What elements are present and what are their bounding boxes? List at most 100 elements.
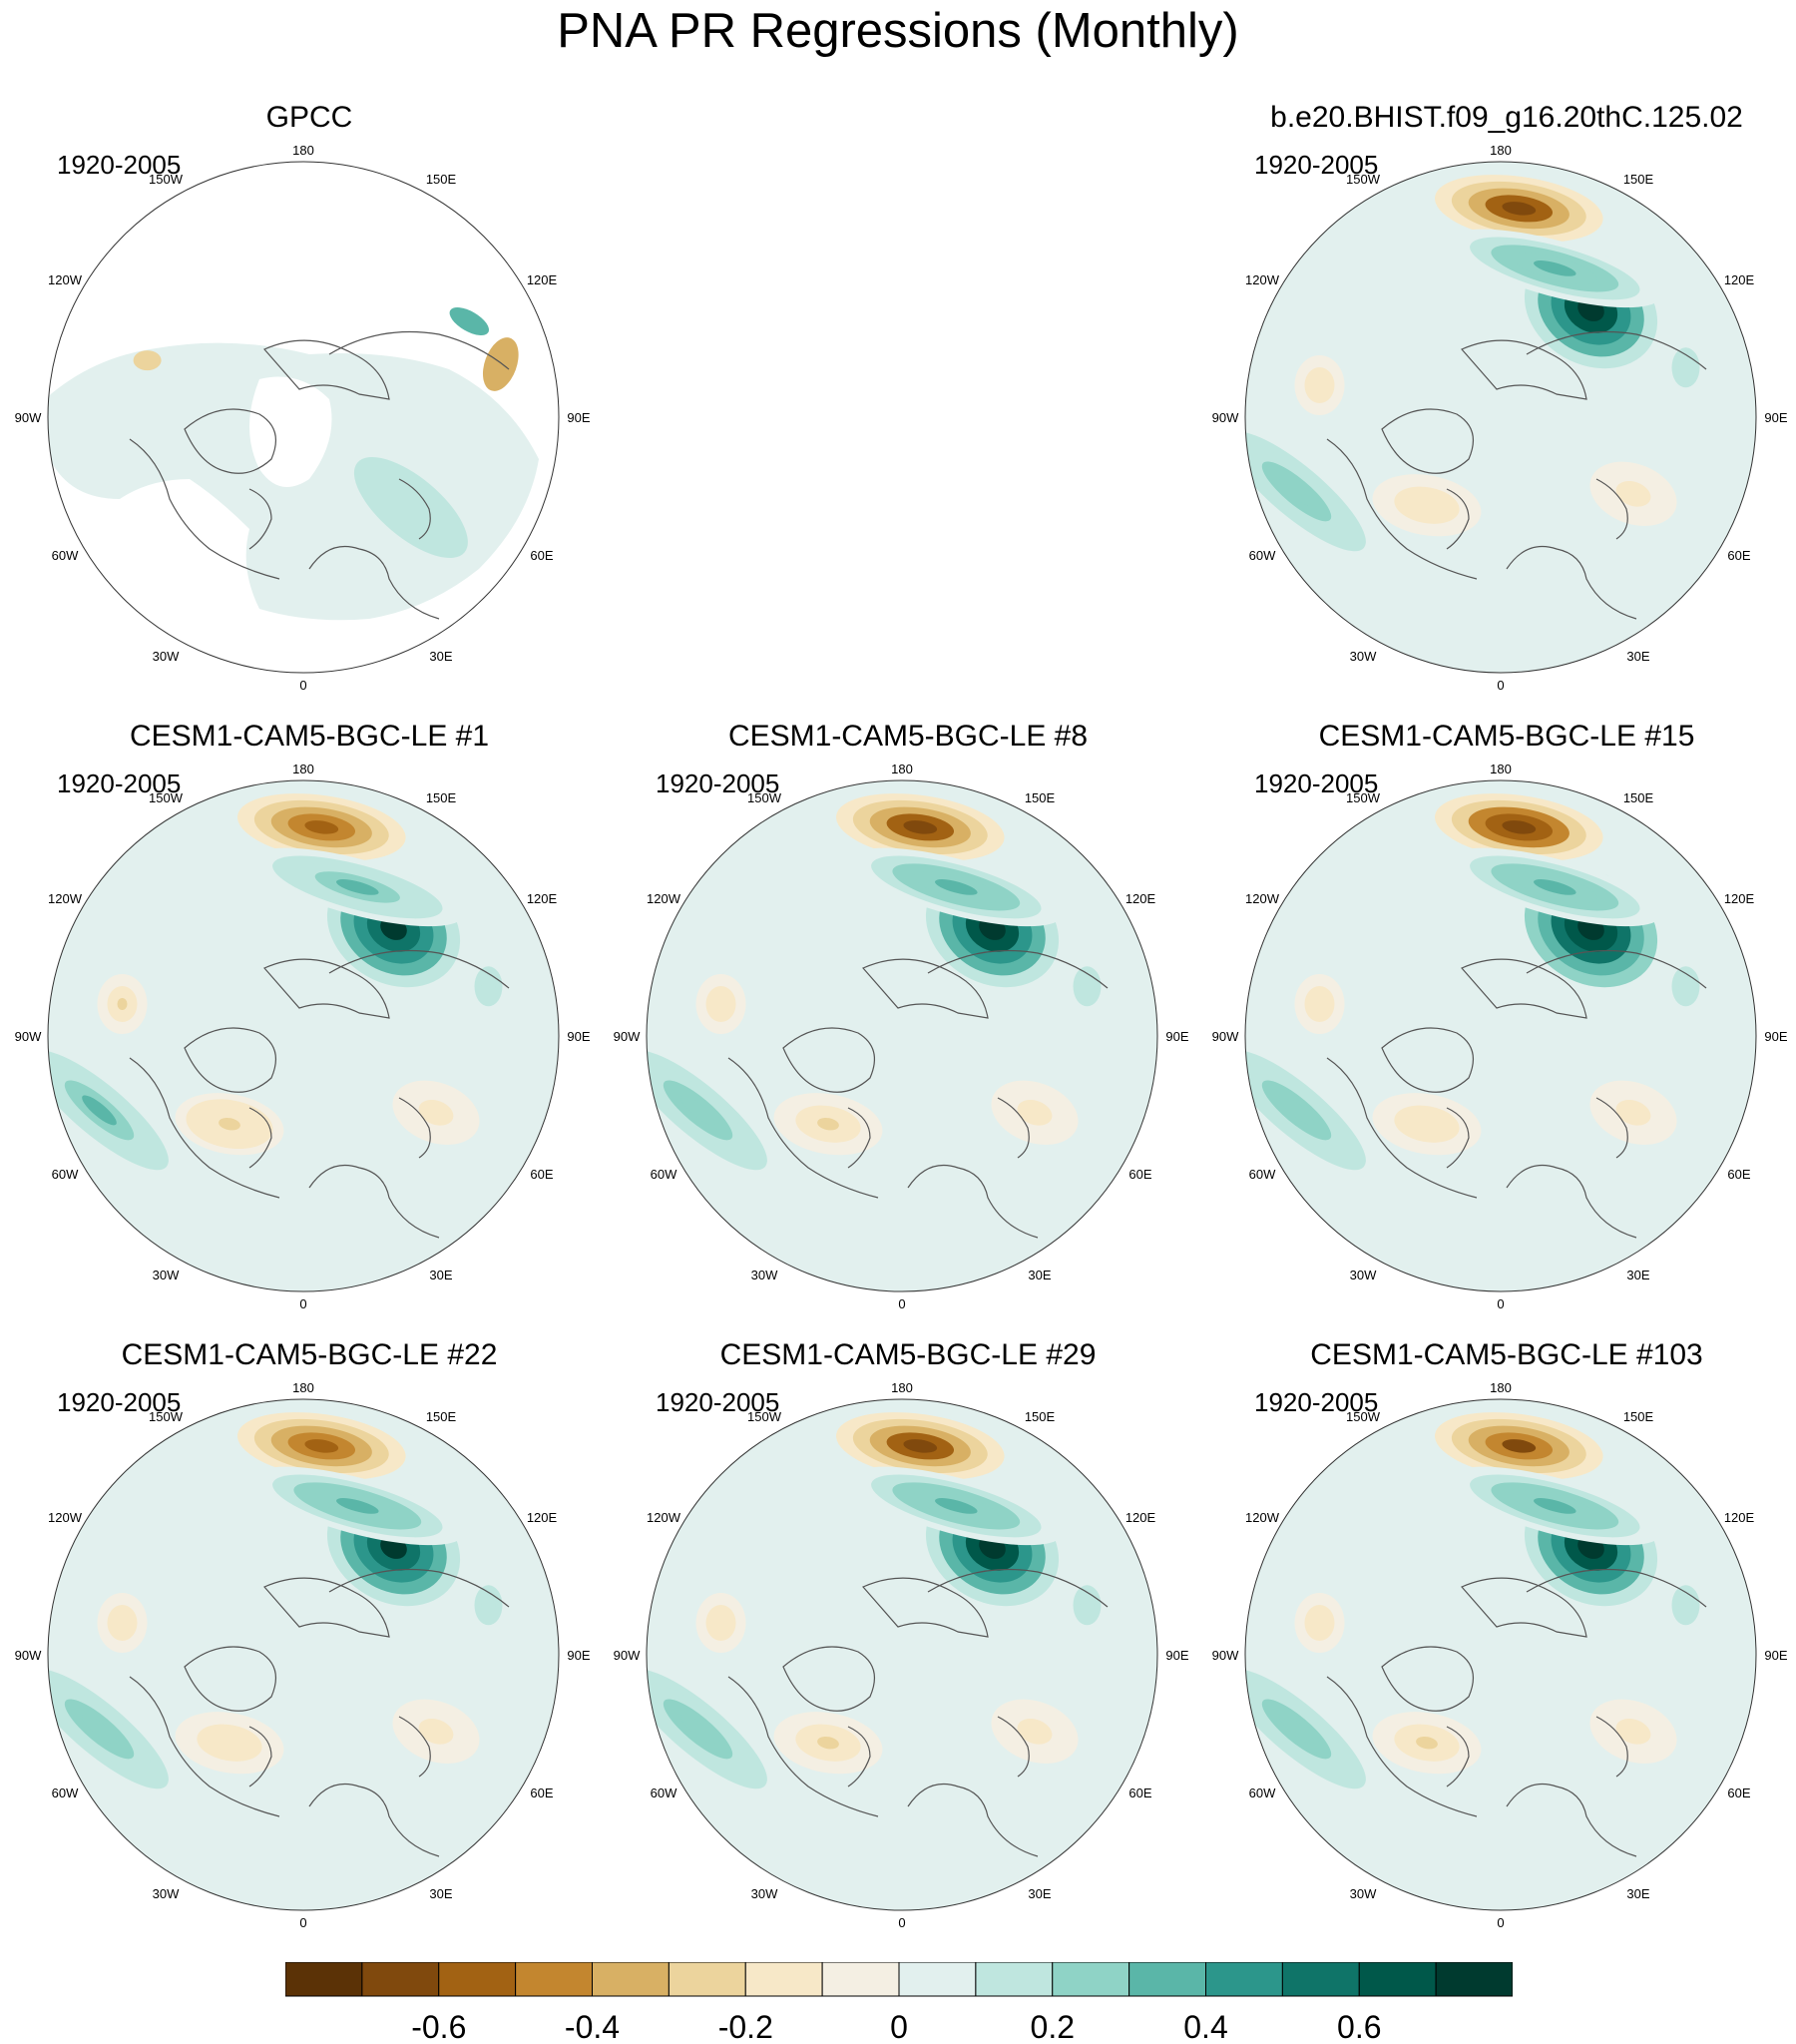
longitude-label: 120W: [1245, 1510, 1280, 1525]
pr-anomaly-blob: [1314, 1617, 1325, 1629]
colorbar: -0.6 -0.4 -0.2 0 0.2 0.4 0.6: [285, 1962, 1513, 2044]
pr-anomaly-blob: [1502, 202, 1537, 216]
longitude-label: 90W: [15, 410, 42, 425]
colorbar-tick-label: -0.6: [411, 2009, 466, 2044]
longitude-label: 30E: [1626, 1886, 1649, 1901]
longitude-label: 120W: [1245, 891, 1280, 906]
colorbar-tick-label: 0: [890, 2009, 908, 2044]
longitude-label: 30W: [1350, 649, 1377, 664]
map-field: [48, 1399, 559, 1910]
map-boundary: [47, 1398, 560, 1911]
longitude-label: 60E: [530, 548, 553, 563]
coastline: [907, 1783, 1039, 1857]
colorbar-tick-label: 0.2: [1031, 2009, 1075, 2044]
coastline: [1446, 1726, 1470, 1788]
coastline: [328, 949, 510, 989]
longitude-label: 180: [1490, 143, 1512, 158]
panel-title: CESM1-CAM5-BGC-LE #15: [1318, 720, 1695, 753]
map-field: [48, 162, 559, 673]
period-label: 1920-2005: [57, 768, 182, 798]
coastline: [997, 1716, 1030, 1778]
coastline: [997, 1097, 1030, 1159]
longitude-label: 0: [1497, 678, 1504, 693]
coastline: [1381, 1027, 1475, 1093]
map-panel: 180 150E 120E 90E 60E 30E 0 30W 60W 90W 120W 150W GP…: [10, 100, 609, 709]
longitude-label: 90E: [1165, 1648, 1188, 1663]
longitude-label: 60W: [52, 1786, 79, 1800]
panel-title: CESM1-CAM5-BGC-LE #103: [1310, 1338, 1703, 1371]
colorbar-swatch: [361, 1962, 440, 1997]
longitude-label: 120W: [48, 272, 83, 287]
longitude-label: 60W: [52, 1167, 79, 1182]
panel-title: b.e20.BHIST.f09_g16.20thC.125.02: [1270, 101, 1743, 134]
longitude-label: 90W: [614, 1029, 641, 1044]
longitude-label: 90W: [614, 1648, 641, 1663]
pr-anomaly-blob: [1624, 1725, 1642, 1739]
pr-anomaly-blob: [1534, 879, 1576, 895]
longitude-label: 150E: [1025, 790, 1056, 805]
coastline: [1526, 330, 1707, 370]
colorbar-swatch: [898, 1962, 977, 1997]
longitude-label: 60W: [1249, 548, 1276, 563]
coastline: [1446, 488, 1470, 550]
map-field: [647, 1399, 1157, 1910]
longitude-label: 150E: [1025, 1409, 1056, 1424]
longitude-label: 180: [891, 762, 913, 776]
coastline: [1461, 339, 1587, 400]
pr-anomaly-blob: [133, 350, 162, 371]
pr-anomaly-blob: [1279, 476, 1314, 507]
coastline: [263, 958, 390, 1019]
map-panel: 180 150E 120E 90E 60E 30E 0 30W 60W 90W 120W 150W CE…: [10, 1337, 609, 1946]
coastline: [1326, 1676, 1478, 1817]
longitude-label: 120E: [1724, 272, 1755, 287]
polar-map: 180 150E 120E 90E 60E 30E 0 30W 60W 90W 120W 150W: [15, 143, 591, 693]
longitude-label: 180: [891, 1380, 913, 1395]
coastline: [1526, 949, 1707, 989]
longitude-label: 60W: [1249, 1167, 1276, 1182]
colorbar-tick-label: -0.2: [718, 2009, 773, 2044]
longitude-label: 0: [898, 1296, 905, 1311]
longitude-label: 150E: [1623, 1409, 1654, 1424]
map-boundary: [646, 779, 1158, 1292]
longitude-label: 90W: [15, 1648, 42, 1663]
pr-anomaly-blob: [935, 1498, 978, 1514]
longitude-label: 180: [1490, 1380, 1512, 1395]
period-label: 1920-2005: [1254, 768, 1379, 798]
longitude-label: 30E: [1028, 1886, 1051, 1901]
longitude-label: 120W: [647, 891, 681, 906]
coastlines: [727, 949, 1109, 1239]
panel-title: CESM1-CAM5-BGC-LE #22: [121, 1338, 498, 1371]
longitude-label: 30W: [153, 649, 180, 664]
longitude-label: 0: [299, 1915, 306, 1930]
map-field: [1245, 162, 1756, 673]
longitude-label: 90E: [567, 1029, 590, 1044]
longitude-label: 120E: [527, 272, 558, 287]
pr-anomaly-blob: [427, 1725, 445, 1739]
coastline: [782, 1027, 876, 1093]
longitude-label: 90W: [15, 1029, 42, 1044]
map-boundary: [47, 161, 560, 674]
coastline: [248, 488, 272, 550]
coastline: [847, 1107, 871, 1169]
coastline: [1326, 1057, 1478, 1199]
map-boundary: [646, 1398, 1158, 1911]
colorbar-tick-label: 0.6: [1337, 2009, 1381, 2044]
longitude-label: 30E: [429, 1268, 452, 1282]
coastlines: [1326, 1568, 1707, 1857]
longitude-label: 150W: [149, 790, 184, 805]
longitude-label: 30E: [1626, 1268, 1649, 1282]
colorbar-swatch: [438, 1962, 517, 1997]
longitude-label: 60W: [651, 1167, 677, 1182]
pr-anomaly-blob: [304, 1439, 339, 1453]
colorbar-swatch: [1281, 1962, 1360, 1997]
map-field: [48, 780, 559, 1291]
period-label: 1920-2005: [57, 1387, 182, 1417]
longitude-label: 120E: [1125, 891, 1156, 906]
coastline: [308, 1164, 440, 1239]
longitude-label: 120E: [1125, 1510, 1156, 1525]
pr-anomaly-blob: [336, 1498, 379, 1514]
longitude-label: 0: [1497, 1915, 1504, 1930]
coastline: [1461, 1577, 1587, 1638]
longitude-label: 30W: [1350, 1886, 1377, 1901]
colorbar-tick-label: 0.4: [1183, 2009, 1227, 2044]
